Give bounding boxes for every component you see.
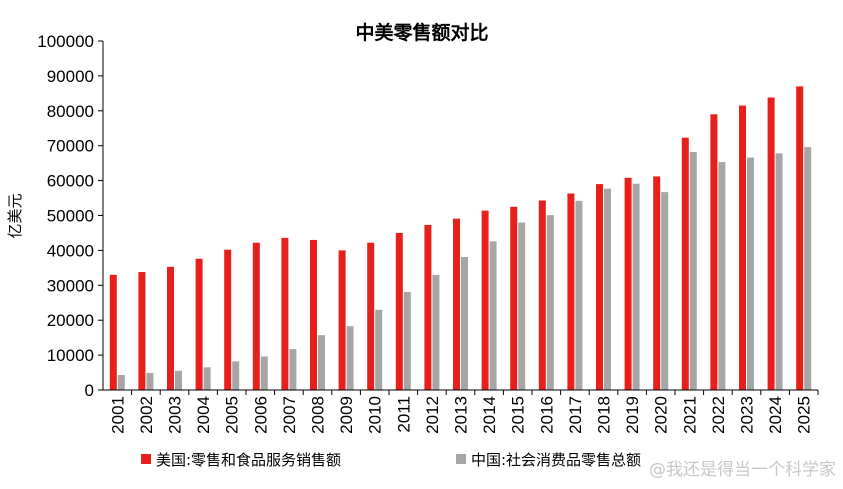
y-axis-label: 亿美元: [6, 193, 24, 238]
bar-cn-2015: [518, 222, 526, 390]
bar-cn-2014: [489, 241, 497, 390]
bar-cn-2018: [604, 188, 611, 390]
x-tick-label: 2024: [766, 396, 785, 434]
x-tick-label: 2025: [795, 396, 814, 434]
bar-cn-2005: [232, 361, 240, 390]
bar-us-2009: [338, 250, 346, 390]
bar-cn-2013: [461, 257, 468, 390]
x-tick-label: 2020: [652, 396, 671, 434]
y-tick-label: 100000: [37, 32, 94, 51]
x-tick-label: 2023: [738, 396, 757, 434]
y-tick-label: 60000: [47, 172, 94, 191]
x-tick-label: 2009: [337, 396, 356, 434]
bar-cn-2011: [403, 291, 411, 390]
bar-us-2018: [596, 184, 603, 390]
x-tick-label: 2019: [623, 396, 642, 434]
x-tick-label: 2004: [194, 396, 213, 434]
bar-cn-2019: [632, 183, 640, 390]
y-tick-label: 70000: [47, 137, 94, 156]
bar-cn-2001: [117, 374, 125, 390]
legend-swatch-cn: [456, 454, 466, 464]
bar-us-2025: [796, 86, 804, 391]
bars: [109, 86, 812, 391]
bar-us-2001: [109, 274, 117, 390]
x-tick-label: 2013: [452, 396, 471, 434]
x-tick-label: 2003: [166, 396, 185, 434]
y-tick-label: 50000: [47, 207, 94, 226]
bar-cn-2021: [689, 151, 697, 390]
bar-us-2007: [281, 237, 289, 390]
x-tick-label: 2010: [366, 396, 385, 434]
bar-us-2019: [624, 177, 632, 390]
y-axis: 0 10000 20000 30000 40000 50000 60000 70000 8000…: [37, 32, 103, 400]
legend: 美国:零售和食品服务销售额 中国:社会消费品零售总额: [141, 451, 641, 469]
bar-cn-2008: [318, 335, 325, 390]
bar-us-2002: [138, 272, 146, 390]
bar-us-2014: [481, 210, 489, 390]
bar-us-2013: [453, 218, 460, 390]
bar-cn-2007: [289, 349, 297, 390]
x-tick-label: 2007: [280, 396, 299, 434]
legend-swatch-us: [141, 454, 151, 464]
bar-us-2016: [538, 200, 546, 390]
bar-cn-2009: [346, 326, 354, 390]
bar-cn-2017: [575, 200, 583, 390]
x-tick-label: 2002: [137, 396, 156, 434]
bar-cn-2025: [804, 147, 812, 390]
bar-cn-2023: [747, 157, 754, 390]
bar-us-2017: [567, 193, 575, 390]
x-tick-label: 2006: [251, 396, 270, 434]
y-tick-label: 10000: [47, 346, 94, 365]
bar-cn-2012: [432, 274, 440, 390]
bar-us-2022: [710, 114, 718, 390]
x-tick-label: 2011: [394, 396, 413, 433]
x-axis: 2001 2002 2003 2004 2005 2006 2007 2008 2009 2010…: [108, 390, 819, 434]
y-tick-label: 90000: [47, 67, 94, 86]
bar-us-2011: [395, 232, 403, 390]
bar-us-2024: [767, 97, 775, 391]
bar-us-2003: [167, 266, 174, 390]
legend-label-cn: 中国:社会消费品零售总额: [471, 451, 641, 469]
x-tick-label: 2001: [108, 396, 127, 434]
bar-us-2012: [424, 224, 432, 390]
x-tick-label: 2014: [480, 396, 499, 434]
bar-us-2010: [367, 242, 375, 390]
bar-us-2008: [310, 239, 317, 390]
bar-us-2006: [252, 242, 260, 390]
bar-us-2020: [653, 176, 661, 390]
bar-us-2023: [739, 105, 746, 390]
watermark: @我还是得当一个科学家: [649, 460, 836, 480]
x-tick-label: 2022: [709, 396, 728, 434]
bar-us-2021: [681, 137, 689, 390]
bar-cn-2004: [203, 367, 211, 390]
bar-cn-2006: [260, 356, 268, 390]
x-tick-label: 2017: [566, 396, 585, 434]
bar-cn-2003: [175, 370, 182, 390]
bar-cn-2022: [718, 162, 726, 390]
bar-us-2015: [510, 206, 518, 390]
bar-cn-2010: [375, 309, 383, 390]
bar-cn-2002: [146, 372, 154, 390]
x-tick-label: 2015: [509, 396, 528, 434]
bar-cn-2016: [546, 215, 554, 390]
y-tick-label: 20000: [47, 311, 94, 330]
x-tick-label: 2012: [423, 396, 442, 434]
y-tick-label: 80000: [47, 102, 94, 121]
bar-us-2005: [224, 249, 232, 390]
y-tick-label: 0: [85, 381, 94, 400]
y-tick-label: 40000: [47, 241, 94, 260]
bar-cn-2024: [775, 153, 783, 390]
x-tick-label: 2005: [223, 396, 242, 434]
x-tick-label: 2016: [537, 396, 556, 434]
bar-cn-2020: [661, 192, 669, 390]
x-tick-label: 2021: [680, 396, 699, 434]
y-tick-label: 30000: [47, 276, 94, 295]
x-tick-label: 2018: [595, 396, 614, 434]
chart-title: 中美零售额对比: [355, 21, 488, 44]
x-tick-label: 2008: [309, 396, 328, 434]
legend-label-us: 美国:零售和食品服务销售额: [156, 451, 341, 469]
bar-us-2004: [195, 258, 203, 390]
